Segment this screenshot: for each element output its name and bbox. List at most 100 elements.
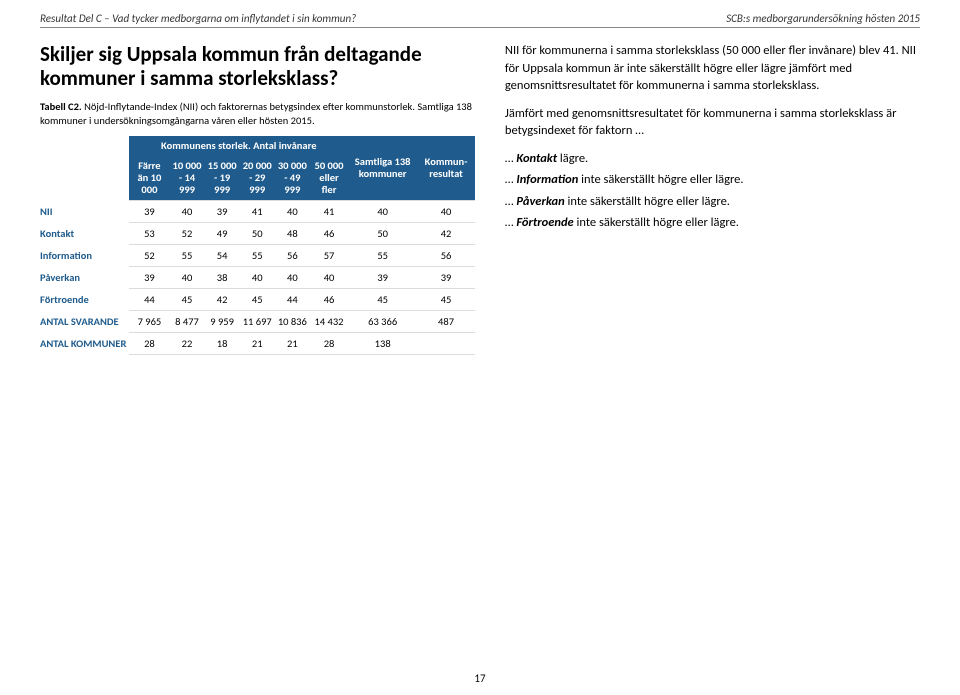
factor-rest: inte säkerställt högre eller lägre. — [565, 194, 730, 209]
cell: 8 477 — [169, 310, 204, 332]
left-column: Skiljer sig Uppsala kommun från deltagan… — [40, 42, 475, 355]
row-label: NII — [40, 200, 129, 222]
cell: 40 — [310, 266, 348, 288]
cell: 57 — [310, 244, 348, 266]
header-size-4: 30 000 - 49 999 — [275, 156, 310, 201]
cell: 53 — [129, 222, 169, 244]
table-body: NII3940394140414040Kontakt53524950484650… — [40, 200, 475, 354]
factor-name: Information — [516, 172, 578, 187]
factor-item: … Påverkan inte säkerställt högre eller … — [505, 193, 920, 211]
cell: 11 697 — [240, 310, 275, 332]
cell: 28 — [129, 332, 169, 354]
row-label: Information — [40, 244, 129, 266]
cell: 7 965 — [129, 310, 169, 332]
cell: 50 — [240, 222, 275, 244]
cell: 45 — [240, 288, 275, 310]
factor-item: … Kontakt lägre. — [505, 150, 920, 168]
cell: 10 836 — [275, 310, 310, 332]
table-row: Information5255545556575556 — [40, 244, 475, 266]
cell: 44 — [275, 288, 310, 310]
cell: 14 432 — [310, 310, 348, 332]
header-result: Kommun-resultat — [417, 136, 475, 201]
header-left: Resultat Del C – Vad tycker medborgarna … — [40, 12, 356, 25]
cell: 45 — [417, 288, 475, 310]
header-size-0: Färre än 10 000 — [129, 156, 169, 201]
cell: 40 — [275, 266, 310, 288]
factor-rest: inte säkerställt högre eller lägre. — [578, 172, 743, 187]
cell: 40 — [275, 200, 310, 222]
page-number: 17 — [0, 672, 960, 685]
cell: 22 — [169, 332, 204, 354]
header-size-5: 50 000 eller fler — [310, 156, 348, 201]
header-right: SCB:s medborgarundersökning hösten 2015 — [726, 12, 920, 25]
cell: 40 — [348, 200, 417, 222]
paragraph-1: NII för kommunerna i samma storleksklass… — [505, 42, 920, 95]
cell: 52 — [169, 222, 204, 244]
cell: 40 — [169, 200, 204, 222]
cell: 55 — [240, 244, 275, 266]
right-column: NII för kommunerna i samma storleksklass… — [505, 42, 920, 355]
cell: 40 — [169, 266, 204, 288]
cell: 18 — [205, 332, 240, 354]
cell: 46 — [310, 222, 348, 244]
cell: 38 — [205, 266, 240, 288]
header-size-2: 15 000 - 19 999 — [205, 156, 240, 201]
cell: 42 — [205, 288, 240, 310]
cell: 44 — [129, 288, 169, 310]
cell: 49 — [205, 222, 240, 244]
cell: 39 — [205, 200, 240, 222]
cell: 487 — [417, 310, 475, 332]
factor-name: Kontakt — [516, 151, 557, 166]
table-caption: Tabell C2. Nöjd-Inflytande-Index (NII) o… — [40, 100, 475, 127]
content-columns: Skiljer sig Uppsala kommun från deltagan… — [40, 42, 920, 355]
factor-list: … Kontakt lägre.… Information inte säker… — [505, 150, 920, 232]
row-label: Påverkan — [40, 266, 129, 288]
header-group: Kommunens storlek. Antal invånare — [129, 136, 348, 156]
factor-ellipsis: … — [505, 151, 516, 166]
cell: 21 — [240, 332, 275, 354]
cell: 138 — [348, 332, 417, 354]
cell: 55 — [348, 244, 417, 266]
cell: 45 — [348, 288, 417, 310]
table-caption-text: Nöjd-Inflytande-Index (NII) och faktorer… — [40, 100, 472, 127]
cell: 28 — [310, 332, 348, 354]
factor-rest: inte säkerställt högre eller lägre. — [574, 215, 739, 230]
table-label: Tabell C2. — [40, 100, 82, 113]
cell: 42 — [417, 222, 475, 244]
cell: 63 366 — [348, 310, 417, 332]
factor-ellipsis: … — [505, 172, 516, 187]
factor-item: … Förtroende inte säkerställt högre elle… — [505, 214, 920, 232]
cell: 41 — [310, 200, 348, 222]
table-row: ANTAL SVARANDE7 9658 4779 95911 69710 83… — [40, 310, 475, 332]
cell: 40 — [240, 266, 275, 288]
factor-item: … Information inte säkerställt högre ell… — [505, 171, 920, 189]
table-row: Påverkan3940384040403939 — [40, 266, 475, 288]
table-row: Förtroende4445424544464545 — [40, 288, 475, 310]
cell: 39 — [129, 266, 169, 288]
cell: 50 — [348, 222, 417, 244]
header-size-1: 10 000 - 14 999 — [169, 156, 204, 201]
factor-name: Påverkan — [516, 194, 564, 209]
table-row: NII3940394140414040 — [40, 200, 475, 222]
factor-rest: lägre. — [557, 151, 588, 166]
cell — [417, 332, 475, 354]
page-header: Resultat Del C – Vad tycker medborgarna … — [40, 12, 920, 28]
cell: 39 — [348, 266, 417, 288]
table-row: ANTAL KOMMUNER282218212128138 — [40, 332, 475, 354]
cell: 39 — [129, 200, 169, 222]
cell: 40 — [417, 200, 475, 222]
table-row: Kontakt5352495048465042 — [40, 222, 475, 244]
cell: 45 — [169, 288, 204, 310]
row-label: Förtroende — [40, 288, 129, 310]
cell: 55 — [169, 244, 204, 266]
paragraph-2: Jämfört med genomsnittsresultatet för ko… — [505, 105, 920, 140]
cell: 54 — [205, 244, 240, 266]
row-label: ANTAL KOMMUNER — [40, 332, 129, 354]
row-label: Kontakt — [40, 222, 129, 244]
factor-name: Förtroende — [516, 215, 573, 230]
factor-ellipsis: … — [505, 194, 516, 209]
cell: 41 — [240, 200, 275, 222]
cell: 56 — [417, 244, 475, 266]
row-label: ANTAL SVARANDE — [40, 310, 129, 332]
data-table: Kommunens storlek. Antal invånare Samtli… — [40, 136, 475, 355]
